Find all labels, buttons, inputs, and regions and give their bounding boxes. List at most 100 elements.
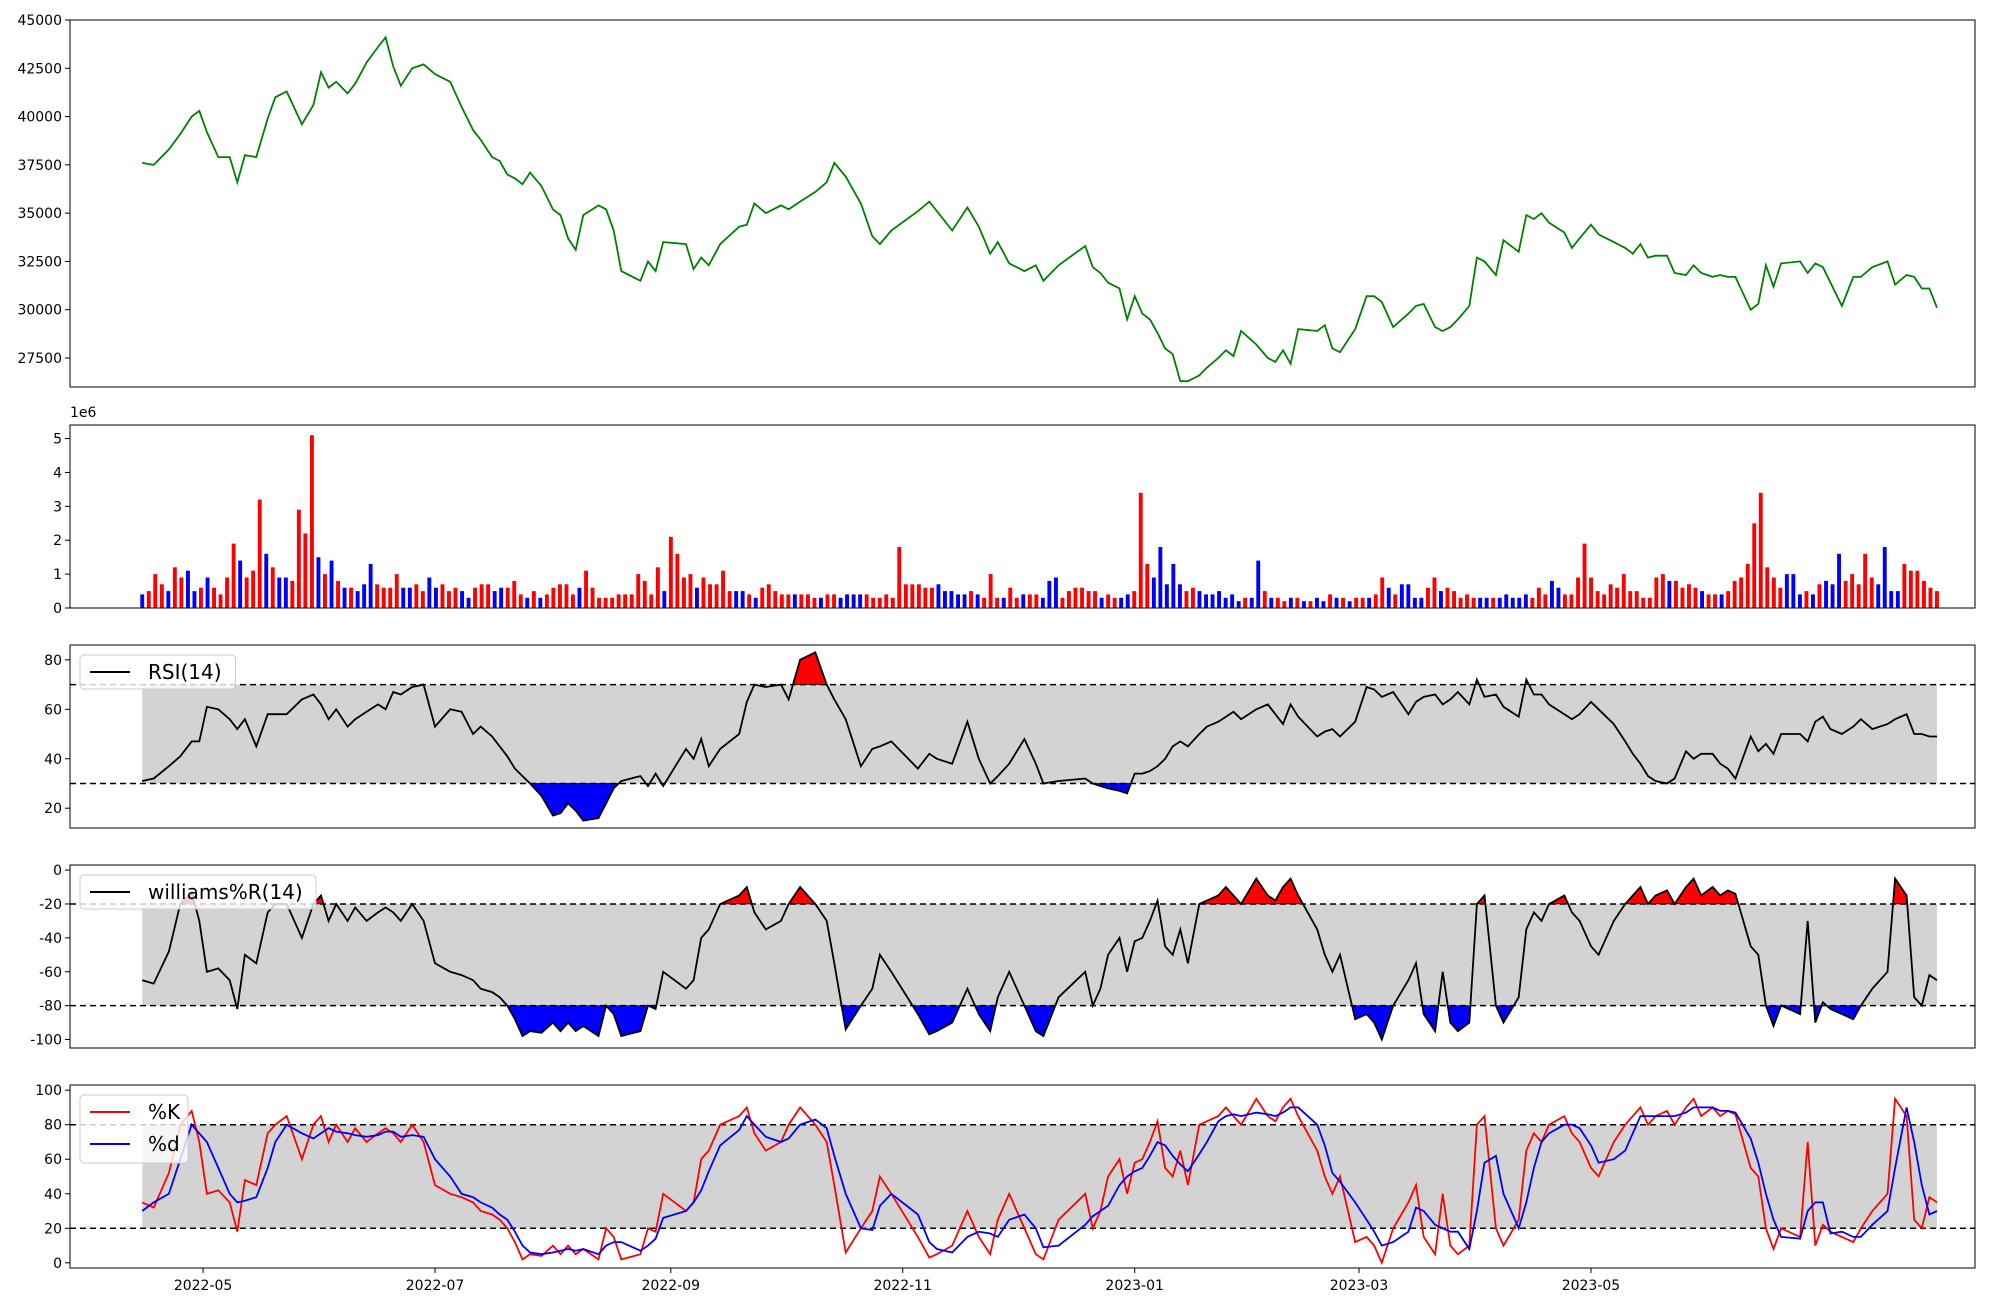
x-tick-label: 2023-01: [1105, 1278, 1164, 1294]
volume-bar: [1080, 587, 1084, 608]
volume-bar: [1706, 594, 1711, 608]
volume-bar: [1869, 577, 1874, 608]
volume-bar: [1288, 597, 1293, 608]
volume-bar: [1399, 584, 1404, 608]
volume-bar: [349, 587, 353, 608]
rsi-legend-label: RSI(14): [148, 660, 222, 684]
volume-bar: [368, 563, 373, 608]
volume-bar: [1406, 584, 1411, 608]
x-tick-label: 2023-05: [1562, 1278, 1621, 1294]
volume-bar: [1445, 587, 1450, 608]
volume-bar: [884, 594, 889, 608]
volume-bar: [1543, 594, 1548, 608]
volume-bar: [649, 594, 654, 608]
volume-bar: [381, 587, 386, 608]
williams-ytick-label: -80: [39, 999, 62, 1015]
volume-bar: [930, 587, 934, 608]
x-tick-label: 2023-03: [1330, 1278, 1389, 1294]
volume-bar: [858, 594, 863, 608]
volume-bar: [1523, 594, 1528, 608]
volume-bar: [1040, 597, 1045, 608]
volume-bar: [916, 584, 921, 608]
williams-oversold-fill: [1825, 1005, 1862, 1020]
volume-bar: [1197, 591, 1202, 608]
volume-bar: [1589, 577, 1593, 608]
volume-bar: [897, 547, 902, 608]
volume-bar: [1595, 591, 1600, 608]
volume-bar: [1915, 570, 1920, 608]
volume-bar: [1798, 594, 1802, 608]
volume-bar: [773, 591, 778, 608]
x-tick-label: 2022-07: [406, 1278, 465, 1294]
volume-bar: [1693, 587, 1698, 608]
volume-bar: [1752, 523, 1757, 608]
volume-bar: [1047, 580, 1052, 608]
volume-bar: [1830, 584, 1835, 608]
volume-bar: [1158, 547, 1163, 608]
volume-bar: [544, 594, 549, 608]
volume-bar: [1334, 597, 1339, 608]
volume-bar: [923, 587, 928, 608]
volume-bar: [1328, 594, 1332, 608]
volume-bar: [558, 584, 562, 608]
volume-bar: [629, 594, 634, 608]
volume-bar: [316, 557, 321, 608]
price-ytick-label: 32500: [17, 254, 62, 270]
stochastic-legend-label: %K: [148, 1100, 181, 1124]
volume-bar: [1700, 591, 1704, 608]
williams-ytick-label: 0: [53, 863, 62, 879]
volume-bar: [1465, 594, 1469, 608]
volume-bar: [1504, 594, 1509, 608]
williams-oversold-fill: [605, 1005, 649, 1037]
volume-bar: [1856, 584, 1861, 608]
volume-bar: [1804, 591, 1809, 608]
volume-bar: [1001, 597, 1006, 608]
volume-bar: [1882, 547, 1887, 608]
volume-bar: [1191, 587, 1195, 608]
volume-bar: [675, 553, 680, 608]
volume-bar: [205, 577, 210, 608]
volume-bar: [766, 584, 771, 608]
volume-bar: [1478, 597, 1483, 608]
volume-bar: [244, 577, 249, 608]
volume-bar: [1360, 597, 1365, 608]
volume-bar: [577, 587, 582, 608]
volume-bar: [218, 594, 223, 608]
volume-bar: [460, 591, 464, 608]
volume-bar: [538, 597, 543, 608]
volume-bar: [512, 580, 517, 608]
rsi-oversold-fill: [529, 783, 620, 821]
volume-bar: [492, 591, 497, 608]
volume-bar: [257, 499, 262, 608]
volume-bar: [1517, 597, 1522, 608]
volume-bar: [290, 580, 295, 608]
volume-bar: [1876, 584, 1881, 608]
volume-bar: [1236, 601, 1241, 608]
volume-bar: [434, 587, 438, 608]
volume-bar: [1791, 574, 1796, 608]
volume-bar: [1647, 597, 1652, 608]
volume-bar: [760, 587, 765, 608]
volume-bar: [1654, 577, 1659, 608]
volume-bar: [969, 591, 973, 608]
volume-bar: [956, 594, 960, 608]
volume-bar: [799, 594, 804, 608]
x-tick-label: 2022-11: [873, 1278, 932, 1294]
volume-bar: [447, 591, 451, 608]
volume-bar: [394, 574, 399, 608]
volume-bar: [1674, 580, 1678, 608]
volume-bar: [695, 587, 699, 608]
volume-bar: [140, 594, 145, 608]
volume-bar: [1687, 584, 1691, 608]
volume-bar: [1621, 574, 1626, 608]
volume-bar: [662, 591, 667, 608]
volume-bar: [786, 594, 791, 608]
volume-bar: [264, 553, 269, 608]
volume-bar: [342, 587, 347, 608]
volume-bar: [1556, 587, 1561, 608]
price-ytick-label: 45000: [17, 13, 62, 29]
volume-bars: [140, 435, 1939, 608]
volume-bar: [238, 560, 243, 608]
volume-bar: [877, 597, 882, 608]
volume-bar: [336, 580, 340, 608]
